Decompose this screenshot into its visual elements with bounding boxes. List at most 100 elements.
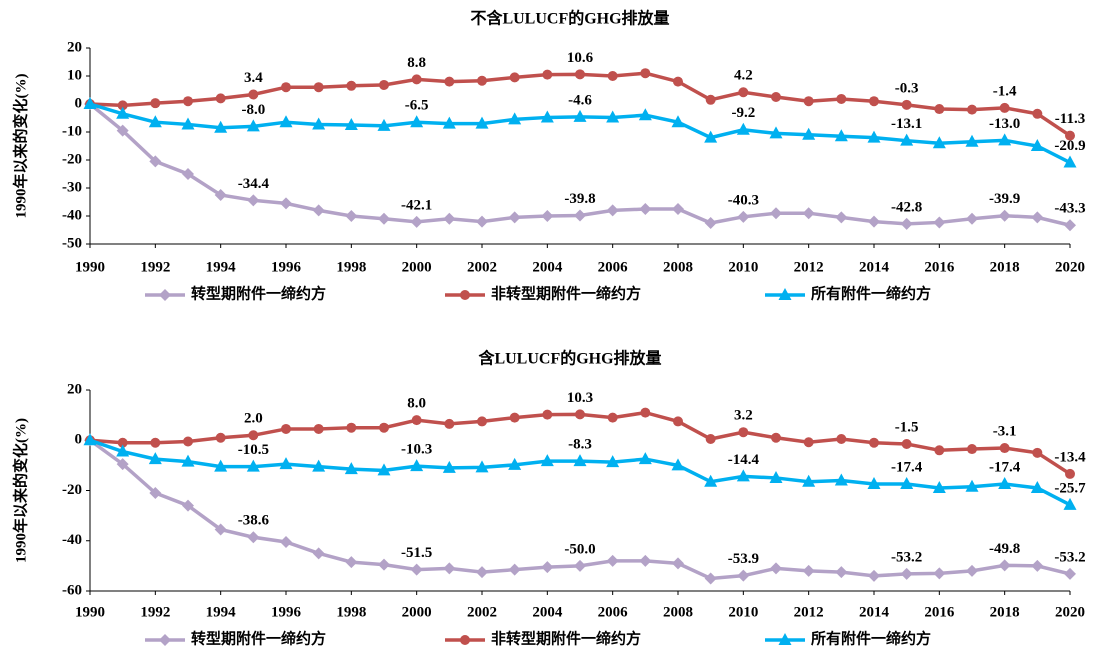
- data-label: -53.9: [728, 551, 759, 567]
- marker: [181, 117, 195, 130]
- marker: [934, 445, 945, 456]
- marker: [460, 635, 470, 645]
- marker: [738, 427, 749, 438]
- marker: [215, 93, 226, 104]
- marker: [606, 455, 620, 468]
- y-tick-label: -40: [62, 532, 82, 548]
- marker: [411, 415, 422, 426]
- marker: [460, 290, 470, 300]
- x-tick-label: 2004: [532, 259, 563, 275]
- y-tick-label: 0: [75, 432, 83, 448]
- marker: [934, 104, 945, 115]
- marker: [410, 115, 424, 128]
- x-tick-label: 2000: [402, 604, 432, 620]
- x-tick-label: 2018: [990, 259, 1020, 275]
- marker: [411, 74, 422, 85]
- marker: [344, 118, 358, 130]
- y-tick-label: 0: [75, 95, 83, 111]
- x-tick-label: 1990: [75, 259, 105, 275]
- marker: [640, 68, 651, 79]
- data-label: -40.3: [728, 192, 759, 208]
- marker: [704, 217, 717, 229]
- marker: [477, 416, 487, 427]
- marker: [508, 457, 522, 470]
- legend-label: 非转型期附件一缔约方: [491, 284, 641, 302]
- y-axis-label: 1990年以来的变化(%): [11, 74, 29, 219]
- x-tick-label: 2002: [467, 259, 497, 275]
- marker: [313, 423, 324, 434]
- marker: [933, 216, 946, 229]
- marker: [116, 458, 129, 471]
- marker: [214, 459, 228, 472]
- marker: [639, 203, 652, 215]
- data-label: -6.5: [405, 98, 429, 114]
- data-label: -8.3: [568, 437, 592, 453]
- marker: [869, 96, 879, 107]
- marker: [999, 443, 1010, 454]
- marker: [1031, 211, 1044, 224]
- marker: [736, 122, 750, 135]
- marker: [933, 567, 946, 580]
- marker: [345, 556, 358, 569]
- marker: [83, 97, 97, 109]
- marker: [509, 72, 520, 83]
- data-label: -53.2: [891, 549, 922, 565]
- data-label: -13.0: [989, 116, 1020, 132]
- x-tick-label: 2014: [859, 259, 890, 275]
- chart-title: 不含LULUCF的GHG排放量: [470, 9, 669, 28]
- marker: [83, 433, 97, 446]
- data-label: 4.2: [734, 68, 753, 84]
- marker: [1064, 219, 1076, 232]
- marker: [574, 559, 586, 572]
- marker: [737, 569, 750, 582]
- marker: [802, 564, 815, 577]
- x-tick-label: 2018: [990, 604, 1020, 620]
- marker: [673, 416, 683, 427]
- marker: [966, 564, 978, 577]
- marker: [638, 108, 652, 121]
- marker: [116, 106, 130, 119]
- marker: [1031, 559, 1044, 572]
- marker: [867, 130, 881, 143]
- x-tick-label: 2020: [1055, 604, 1085, 620]
- marker: [574, 209, 586, 222]
- legend-label: 转型期附件一缔约方: [191, 629, 326, 647]
- marker: [705, 433, 716, 444]
- marker: [638, 452, 652, 465]
- y-tick-label: -10: [62, 123, 82, 139]
- x-tick-label: 1994: [206, 259, 237, 275]
- marker: [508, 563, 521, 576]
- marker: [868, 215, 880, 228]
- chart-title: 含LULUCF的GHG排放量: [478, 349, 661, 368]
- marker: [1032, 447, 1043, 458]
- data-label: -25.7: [1054, 480, 1086, 496]
- marker: [541, 210, 554, 222]
- x-tick-label: 2014: [859, 604, 890, 620]
- marker: [966, 212, 978, 225]
- marker: [802, 474, 816, 487]
- marker: [901, 439, 912, 450]
- marker: [900, 476, 914, 489]
- data-label: -34.4: [238, 176, 270, 192]
- marker: [932, 136, 946, 149]
- marker: [573, 454, 587, 467]
- marker: [738, 87, 749, 98]
- marker: [704, 130, 718, 143]
- marker: [280, 197, 292, 210]
- marker: [575, 409, 585, 420]
- x-tick-label: 2010: [728, 604, 758, 620]
- marker: [150, 437, 161, 448]
- marker: [867, 476, 881, 489]
- x-tick-label: 2002: [467, 604, 497, 620]
- marker: [215, 432, 226, 443]
- marker: [640, 407, 651, 418]
- marker: [1064, 567, 1076, 580]
- marker: [1065, 130, 1075, 141]
- marker: [770, 562, 782, 575]
- x-tick-label: 1996: [271, 259, 302, 275]
- x-tick-label: 1998: [336, 604, 366, 620]
- data-label: 10.3: [567, 390, 593, 406]
- data-label: -11.3: [1055, 111, 1085, 127]
- marker: [117, 100, 128, 111]
